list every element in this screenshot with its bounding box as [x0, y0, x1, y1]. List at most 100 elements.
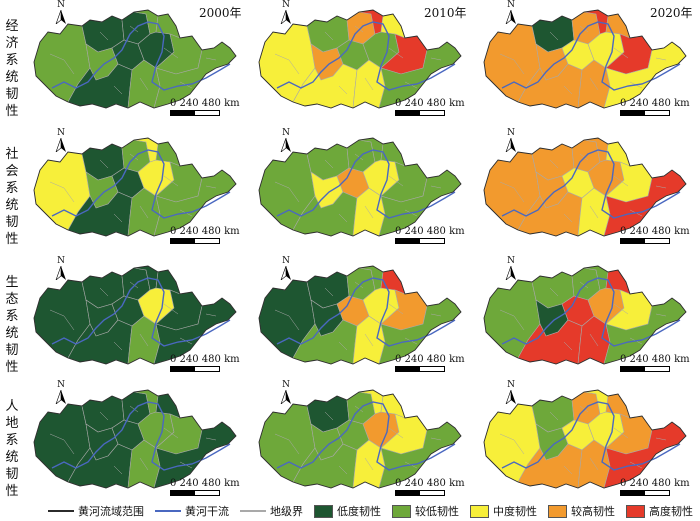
yellow-river-mainstream [51, 277, 231, 347]
mainstream-line-swatch [155, 510, 181, 512]
legend-item-higher: 较高韧性 [548, 503, 615, 519]
scale-bar: 0 240 480 km [620, 98, 690, 116]
resilience-zones [34, 10, 236, 108]
map-panel-r0-c1 [258, 9, 462, 109]
north-letter: N [57, 128, 65, 138]
north-arrow-icon: N [279, 129, 293, 152]
prefecture-boundary-line [139, 205, 149, 219]
map-panel-r2-c2 [483, 265, 687, 365]
scale-bar-graphic [620, 490, 670, 496]
prefecture-boundary-line [49, 181, 75, 203]
prefecture-boundary-line [613, 427, 629, 439]
yellow-river-mainstream [501, 21, 681, 91]
prefecture-boundary-line [430, 437, 442, 441]
prefecture-boundary-line [549, 31, 559, 41]
low-resilience-swatch [314, 504, 333, 518]
prefecture-boundary-line [49, 433, 75, 455]
north-letter: N [507, 380, 515, 390]
north-letter: N [282, 256, 290, 266]
legend-label-mainstream: 黄河干流 [185, 505, 229, 518]
north-arrow-icon: N [504, 129, 518, 152]
lower-resilience-swatch [392, 504, 411, 518]
north-letter: N [282, 380, 290, 390]
legend-label-prefecture-boundary: 地级界 [270, 505, 303, 518]
prefecture-boundary-line [589, 333, 599, 347]
prefecture-boundary-line [499, 181, 525, 203]
scale-bar-graphic [620, 110, 670, 116]
prefecture-boundary-line [324, 411, 334, 421]
prefecture-boundary-line [499, 309, 525, 331]
north-letter: N [507, 256, 515, 266]
prefecture-boundary-line [388, 47, 404, 59]
scale-bar-label: 0 240 480 km [395, 354, 465, 365]
scale-bar: 0 240 480 km [395, 98, 465, 116]
yellow-river-mainstream [276, 149, 456, 219]
prefecture-boundary-line [99, 31, 109, 41]
prefecture-boundary-line [655, 57, 667, 61]
north-letter: N [57, 380, 65, 390]
yellow-river-mainstream [501, 401, 681, 471]
prefecture-boundary-line [430, 185, 442, 189]
north-letter: N [282, 0, 290, 10]
prefecture-line-swatch [240, 510, 266, 512]
prefecture-boundary-line [113, 213, 123, 223]
scale-bar-graphic [620, 366, 670, 372]
map-panel-r2-c1 [258, 265, 462, 365]
scale-bar-graphic [170, 238, 220, 244]
yellow-river-mainstream [51, 149, 231, 219]
basin-boundary [258, 137, 462, 237]
prefecture-boundary-line [129, 281, 139, 289]
prefecture-boundary-line [129, 405, 139, 413]
year-label-2000: 2000年 [199, 6, 242, 20]
prefecture-boundary-line [129, 153, 139, 161]
prefecture-boundary-line [563, 85, 573, 95]
prefecture-boundary-line [324, 159, 334, 169]
basin-boundary [33, 9, 237, 109]
legend-item-low: 低度韧性 [314, 503, 381, 519]
legend-item-medium: 中度韧性 [470, 503, 537, 519]
yellow-river-mainstream [51, 401, 231, 471]
north-arrow-icon: N [54, 257, 68, 280]
resilience-zones [484, 266, 686, 364]
prefecture-boundary-line [364, 205, 374, 219]
legend-label-high: 高度韧性 [649, 505, 693, 518]
prefecture-boundary-line [274, 53, 300, 75]
prefecture-boundary-line [338, 213, 348, 223]
scale-bar-graphic [395, 366, 445, 372]
prefecture-boundary-line [354, 153, 364, 161]
prefecture-boundary-line [338, 85, 348, 95]
scale-bar: 0 240 480 km [170, 226, 240, 244]
north-arrow-icon: N [279, 1, 293, 24]
prefecture-boundary-line [563, 341, 573, 351]
year-label-2020: 2020年 [650, 6, 693, 20]
yellow-river-mainstream [276, 21, 456, 91]
scale-bar-label: 0 240 480 km [620, 226, 690, 237]
basin-boundary [258, 9, 462, 109]
yellow-river-mainstream [276, 277, 456, 347]
prefecture-boundary-line [324, 287, 334, 297]
prefecture-boundary-line [324, 31, 334, 41]
north-arrow-icon: N [504, 257, 518, 280]
legend-label-medium: 中度韧性 [493, 505, 537, 518]
prefecture-boundary-line [274, 433, 300, 455]
prefecture-boundary-line [354, 405, 364, 413]
prefecture-boundary-line [430, 313, 442, 317]
prefecture-boundary-line [163, 175, 179, 187]
prefecture-boundary-line [139, 333, 149, 347]
resilience-zones [484, 138, 686, 236]
legend-item-prefecture-boundary: 地级界 [240, 503, 303, 519]
resilience-zones [34, 390, 236, 488]
prefecture-boundary-line [113, 465, 123, 475]
resilience-zones [34, 138, 236, 236]
scale-bar-label: 0 240 480 km [170, 478, 240, 489]
prefecture-boundary-line [613, 47, 629, 59]
prefecture-boundary-line [499, 53, 525, 75]
basin-boundary [258, 389, 462, 489]
scale-bar: 0 240 480 km [620, 354, 690, 372]
basin-boundary [33, 265, 237, 365]
prefecture-boundary-line [338, 341, 348, 351]
prefecture-boundary-line [139, 77, 149, 91]
map-panel-r1-c0 [33, 137, 237, 237]
prefecture-boundary-line [655, 437, 667, 441]
north-arrow-icon: N [279, 381, 293, 404]
